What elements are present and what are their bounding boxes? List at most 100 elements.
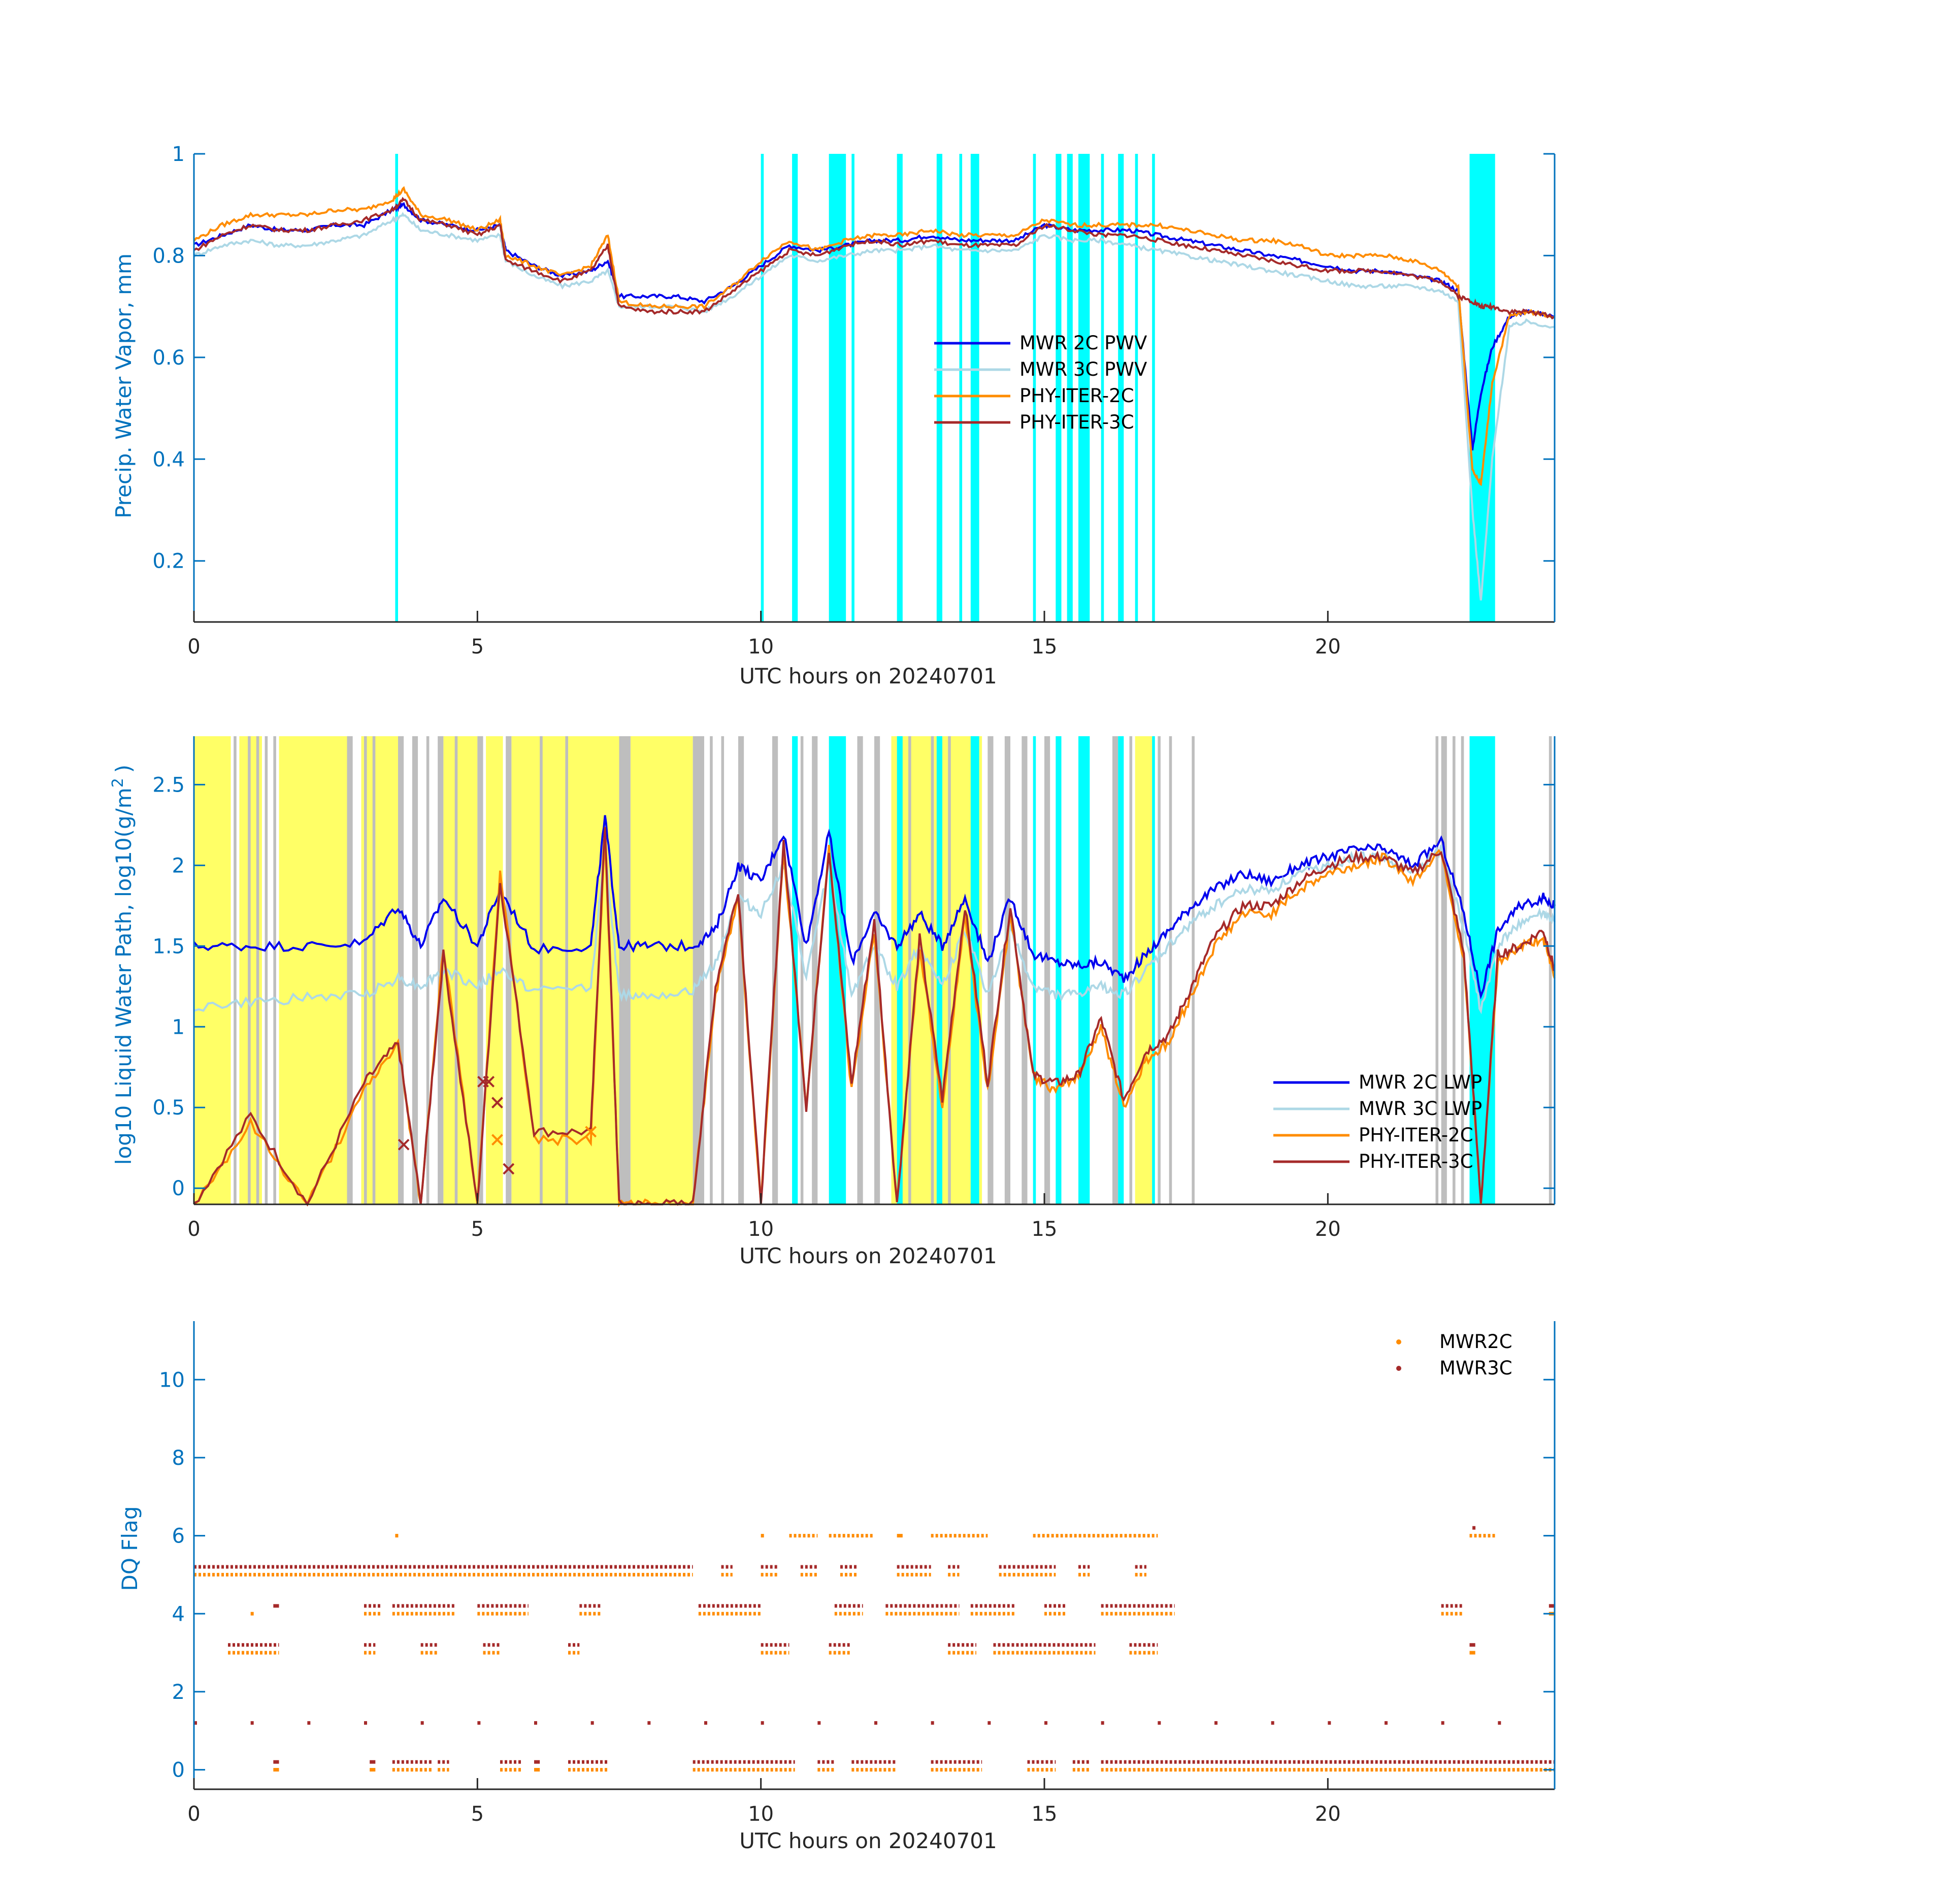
cyan-flag-band: [761, 154, 764, 622]
cyan-flag-band: [1118, 736, 1124, 1204]
cyan-flag-band: [970, 736, 979, 1204]
gray-flag-band: [372, 736, 376, 1204]
legend-label: MWR2C: [1439, 1331, 1512, 1353]
yellow-flag-band: [194, 736, 231, 1204]
y-tick-label: 1: [172, 1015, 185, 1039]
x-tick-label: 10: [748, 1802, 774, 1826]
y-tick-label: 0.8: [152, 244, 185, 268]
lwp-ylabel-main: log10 Liquid Water Path, log10(g/m: [111, 787, 136, 1165]
pwv-ylabel: Precip. Water Vapor, mm: [111, 253, 136, 518]
lwp-ylabel-sup: 2: [109, 778, 127, 787]
y-tick-label: 6: [172, 1525, 185, 1548]
legend-label: MWR3C: [1439, 1357, 1512, 1379]
gray-flag-band: [1004, 736, 1010, 1204]
cyan-flag-band: [936, 154, 942, 622]
x-marker: [398, 1138, 410, 1151]
y-tick-label: 2: [172, 854, 185, 877]
legend-marker: [1396, 1339, 1401, 1344]
legend-label: PHY-ITER-3C: [1359, 1151, 1473, 1172]
gray-flag-band: [812, 736, 818, 1204]
y-tick-label: 0.2: [152, 550, 185, 573]
gray-flag-band: [347, 736, 353, 1204]
lwp-ylabel-end: ): [111, 765, 136, 773]
cyan-flag-band: [829, 736, 846, 1204]
lwp-xlabel: UTC hours on 20240701: [739, 1243, 997, 1268]
cyan-flag-band: [792, 154, 798, 622]
y-tick-label: 0.5: [152, 1096, 185, 1120]
y-tick-label: 0.6: [152, 346, 185, 370]
series-line-3: [193, 196, 1556, 320]
x-tick-label: 20: [1315, 1802, 1341, 1826]
x-marker: [491, 1134, 503, 1146]
gray-flag-band: [857, 736, 863, 1204]
cyan-flag-band: [1056, 154, 1062, 622]
y-tick-label: 1: [172, 143, 185, 166]
cyan-flag-band: [1067, 154, 1073, 622]
cyan-flag-band: [1152, 736, 1155, 1204]
gray-flag-band: [1158, 736, 1161, 1204]
y-tick-label: 0: [172, 1759, 185, 1782]
gray-flag-band: [1192, 736, 1195, 1204]
legend-label: MWR 2C LWP: [1359, 1071, 1482, 1093]
x-marker: [503, 1163, 515, 1175]
x-marker: [491, 1097, 503, 1109]
legend-label: MWR 3C LWP: [1359, 1098, 1482, 1120]
cyan-flag-band: [897, 154, 903, 622]
cyan-flag-band: [1078, 736, 1090, 1204]
gray-flag-band: [1129, 736, 1133, 1204]
x-tick-label: 10: [748, 635, 774, 659]
cyan-flag-band: [1118, 154, 1124, 622]
lwp-ylabel: log10 Liquid Water Path, log10(g/m2): [109, 765, 136, 1165]
series-line-1: [193, 212, 1555, 601]
cyan-flag-band: [851, 154, 854, 622]
cyan-flag-band: [1056, 736, 1062, 1204]
gray-flag-band: [248, 736, 251, 1204]
legend-label: MWR 2C PWV: [1019, 332, 1147, 354]
gray-flag-band: [273, 736, 276, 1204]
gray-flag-band: [988, 736, 994, 1204]
gray-flag-band: [619, 736, 631, 1204]
cyan-flag-band: [970, 154, 979, 622]
y-tick-label: 4: [172, 1602, 185, 1626]
cyan-flag-band: [1152, 154, 1155, 622]
cyan-flag-band: [897, 736, 903, 1204]
x-marker: [585, 1126, 597, 1138]
pwv-xlabel: UTC hours on 20240701: [739, 664, 997, 688]
gray-flag-band: [265, 736, 268, 1204]
cyan-flag-band: [395, 154, 398, 622]
gray-flag-band: [398, 736, 404, 1204]
gray-flag-band: [426, 736, 430, 1204]
x-tick-label: 20: [1315, 635, 1341, 659]
gray-flag-band: [256, 736, 259, 1204]
yellow-flag-band: [361, 736, 398, 1204]
yellow-flag-band: [1135, 736, 1153, 1204]
cyan-flag-band: [829, 154, 846, 622]
gray-flag-band: [1549, 736, 1552, 1204]
gray-flag-band: [412, 736, 418, 1204]
gray-flag-band: [565, 736, 568, 1204]
yellow-flag-band: [279, 736, 347, 1204]
gray-flag-band: [454, 736, 458, 1204]
gray-flag-band: [693, 736, 704, 1204]
series-line-2: [193, 186, 1555, 486]
x-marker: [483, 1075, 495, 1088]
y-tick-label: 0.4: [152, 448, 185, 471]
dq-ylabel: DQ Flag: [117, 1506, 142, 1591]
x-tick-label: 15: [1032, 1218, 1058, 1241]
y-tick-label: 8: [172, 1447, 185, 1470]
cyan-flag-band: [1033, 154, 1036, 622]
gray-flag-band: [1435, 736, 1439, 1204]
gray-flag-band: [364, 736, 367, 1204]
gray-flag-band: [477, 736, 483, 1204]
legend-label: PHY-ITER-2C: [1019, 385, 1134, 407]
cyan-flag-band: [1135, 154, 1138, 622]
gray-flag-band: [234, 736, 237, 1204]
x-tick-label: 5: [471, 635, 484, 659]
x-tick-label: 15: [1032, 635, 1058, 659]
gray-flag-band: [908, 736, 911, 1204]
legend-marker: [1396, 1366, 1401, 1371]
x-tick-label: 0: [187, 1218, 200, 1241]
y-tick-label: 2.5: [152, 773, 185, 797]
cyan-flag-band: [936, 736, 942, 1204]
